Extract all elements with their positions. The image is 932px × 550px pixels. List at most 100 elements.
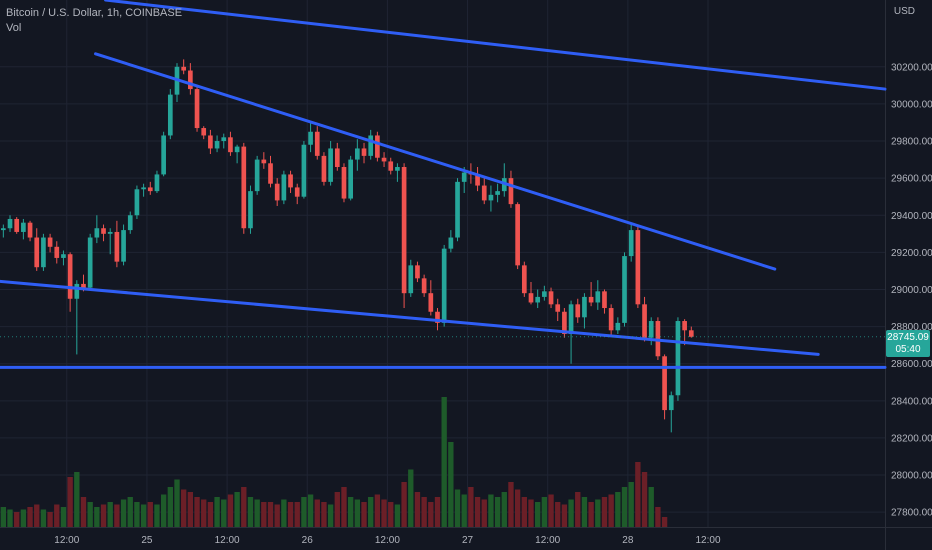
volume-bar <box>54 504 60 527</box>
candle-body <box>221 137 227 142</box>
volume-bar <box>648 487 654 527</box>
candle-body <box>121 230 126 262</box>
candle-body <box>615 322 621 331</box>
candle-body <box>635 230 641 305</box>
volume-bar <box>0 507 7 527</box>
volume-bar <box>287 502 294 527</box>
volume-bar <box>247 497 254 527</box>
candle-body <box>7 218 13 229</box>
trendline <box>94 52 777 271</box>
volume-bar <box>595 499 601 527</box>
time-tick-label: 27 <box>462 535 474 546</box>
volume-bar <box>80 497 87 527</box>
price-tick-label: 30000.00 <box>891 99 932 110</box>
volume-bar <box>354 499 361 527</box>
volume-bar <box>474 497 481 527</box>
volume-bar <box>294 502 300 527</box>
volume-bar <box>588 502 594 527</box>
candle-body <box>127 215 133 231</box>
candle-body <box>368 135 374 156</box>
candle-body <box>602 291 607 309</box>
volume-bar <box>541 497 548 527</box>
candle-body <box>47 237 53 247</box>
time-tick-label: 12:00 <box>375 535 400 546</box>
volume-bar <box>147 502 153 527</box>
volume-bar <box>501 492 507 527</box>
volume-bar <box>187 492 194 527</box>
candle-body <box>188 70 193 90</box>
candle-body <box>421 278 427 294</box>
candle-body <box>461 172 467 182</box>
candle-body <box>321 155 327 182</box>
volume-bar <box>601 497 608 527</box>
volume-bar <box>261 502 267 527</box>
volume-bar <box>394 504 401 527</box>
volume-bar <box>74 472 80 527</box>
volume-bar <box>307 494 314 527</box>
candle-body <box>662 356 667 411</box>
volume-bar <box>314 499 320 527</box>
candle-body <box>488 194 494 201</box>
candle-body <box>248 191 253 229</box>
volume-bar <box>561 504 568 527</box>
candle-body <box>481 185 487 201</box>
price-tick-label: 28400.00 <box>891 396 932 407</box>
volume-bar <box>327 504 334 527</box>
candle-body <box>141 187 146 190</box>
volume-bar <box>381 499 387 527</box>
candle-body <box>608 308 614 331</box>
candle-body <box>194 89 200 129</box>
candle-body <box>348 159 353 199</box>
candle-body <box>107 231 113 234</box>
price-tick-label: 29200.00 <box>891 248 932 259</box>
price-tick-label: 29600.00 <box>891 174 932 185</box>
candle-body <box>234 146 240 153</box>
candle-body <box>314 131 320 156</box>
volume-bar <box>414 492 421 527</box>
volume-bars <box>0 397 668 527</box>
candle-body <box>181 66 187 71</box>
volume-bar <box>267 502 274 527</box>
volume-bar <box>241 487 247 527</box>
volume-bar <box>120 499 127 527</box>
candle-body <box>94 228 100 238</box>
candle-body <box>1 228 6 231</box>
volume-bar <box>454 489 461 527</box>
candle-body <box>548 291 554 305</box>
volume-bar <box>514 489 521 527</box>
candle-body <box>301 144 307 197</box>
volume-bar <box>661 517 668 527</box>
volume-bar <box>67 477 73 527</box>
candle-body <box>508 178 514 205</box>
volume-bar <box>641 472 648 527</box>
trendlines <box>0 0 887 369</box>
time-tick-label: 12:00 <box>54 535 79 546</box>
volume-bar <box>221 499 227 527</box>
volume-bar <box>207 502 214 527</box>
candle-body <box>588 296 594 303</box>
candle-body <box>395 167 400 171</box>
price-scale[interactable]: USD <box>885 0 932 528</box>
volume-bar <box>608 494 614 527</box>
candle-body <box>341 167 347 199</box>
volume-bar <box>134 502 140 527</box>
candle-body <box>595 291 601 303</box>
volume-bar <box>341 487 347 527</box>
bar-countdown: 05:40 <box>895 344 921 355</box>
candle-body <box>628 230 634 257</box>
volume-bar <box>621 487 628 527</box>
volume-bar <box>140 504 147 527</box>
candle-body <box>542 291 547 297</box>
volume-bar <box>94 507 100 527</box>
volume-bar <box>100 504 107 527</box>
volume-bar <box>548 494 554 527</box>
volume-bar <box>167 487 173 527</box>
time-axis: 12:00 25 12:00 26 12:00 27 12:00 28 12:00 <box>54 535 721 546</box>
candle-body <box>161 135 166 175</box>
volume-bar <box>334 492 340 527</box>
candle-body <box>355 148 360 160</box>
candle-body <box>435 311 440 323</box>
volume-bar <box>494 497 501 527</box>
